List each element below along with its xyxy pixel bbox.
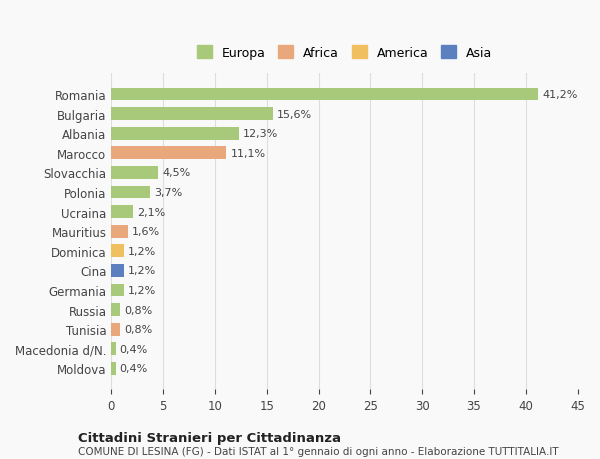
Text: 11,1%: 11,1% <box>230 148 266 158</box>
Bar <box>112 206 133 218</box>
Text: 0,4%: 0,4% <box>119 344 148 354</box>
Bar <box>112 284 124 297</box>
Bar <box>112 245 124 257</box>
Text: Cittadini Stranieri per Cittadinanza: Cittadini Stranieri per Cittadinanza <box>78 431 341 444</box>
Bar <box>112 89 538 101</box>
Bar <box>112 264 124 277</box>
Text: 1,6%: 1,6% <box>132 227 160 237</box>
Bar <box>112 186 149 199</box>
Text: 0,8%: 0,8% <box>124 305 152 315</box>
Text: 41,2%: 41,2% <box>542 90 578 100</box>
Bar <box>112 303 119 316</box>
Bar <box>112 128 239 140</box>
Bar <box>112 147 226 160</box>
Text: 1,2%: 1,2% <box>128 285 156 295</box>
Text: 12,3%: 12,3% <box>243 129 278 139</box>
Text: 1,2%: 1,2% <box>128 246 156 256</box>
Text: 0,8%: 0,8% <box>124 325 152 335</box>
Bar <box>112 342 116 355</box>
Text: 15,6%: 15,6% <box>277 109 312 119</box>
Bar <box>112 167 158 179</box>
Bar <box>112 362 116 375</box>
Text: 0,4%: 0,4% <box>119 364 148 374</box>
Bar <box>112 225 128 238</box>
Text: 2,1%: 2,1% <box>137 207 166 217</box>
Legend: Europa, Africa, America, Asia: Europa, Africa, America, Asia <box>193 43 496 64</box>
Text: 1,2%: 1,2% <box>128 266 156 276</box>
Text: COMUNE DI LESINA (FG) - Dati ISTAT al 1° gennaio di ogni anno - Elaborazione TUT: COMUNE DI LESINA (FG) - Dati ISTAT al 1°… <box>78 447 559 456</box>
Bar <box>112 323 119 336</box>
Text: 3,7%: 3,7% <box>154 188 182 197</box>
Text: 4,5%: 4,5% <box>162 168 190 178</box>
Bar <box>112 108 273 121</box>
